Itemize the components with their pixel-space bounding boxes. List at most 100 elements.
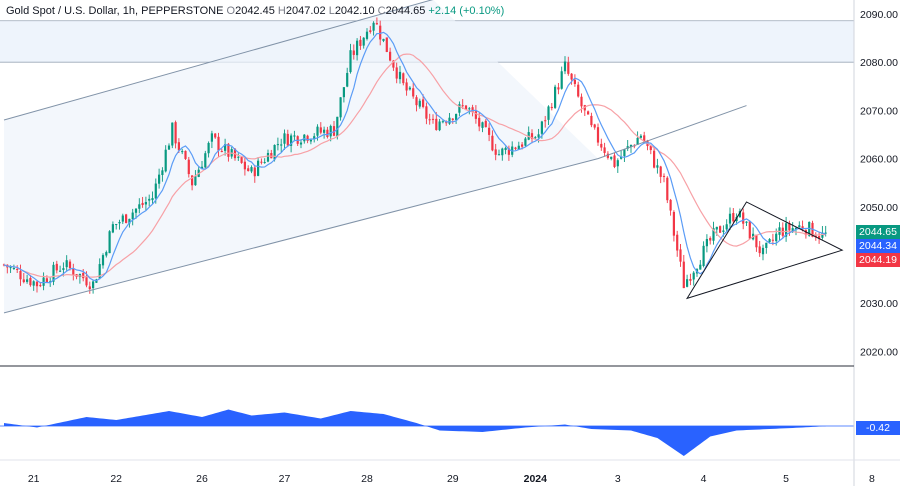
candle bbox=[563, 56, 567, 75]
candle bbox=[412, 82, 415, 99]
candle-body bbox=[184, 150, 187, 159]
close-label: C bbox=[377, 5, 386, 17]
candle-body bbox=[332, 126, 336, 136]
candle-body bbox=[369, 30, 372, 32]
candle bbox=[395, 62, 398, 84]
candle-body bbox=[306, 135, 309, 141]
candle bbox=[418, 98, 421, 109]
candle-body bbox=[362, 37, 365, 46]
candle-body bbox=[801, 226, 804, 230]
candle bbox=[313, 133, 316, 143]
candle bbox=[125, 213, 128, 224]
candle-body bbox=[379, 25, 382, 40]
candle-body bbox=[72, 268, 75, 276]
candle-body bbox=[755, 234, 758, 248]
candle bbox=[352, 44, 355, 60]
candle-body bbox=[290, 135, 293, 146]
candle-body bbox=[22, 279, 25, 283]
x-tick-label: 27 bbox=[279, 473, 291, 485]
candle bbox=[781, 222, 784, 238]
candle-body bbox=[323, 129, 326, 133]
candle bbox=[458, 101, 461, 117]
candle bbox=[35, 281, 39, 293]
candle bbox=[217, 132, 220, 158]
candle bbox=[118, 219, 121, 230]
candle bbox=[260, 158, 263, 165]
candle bbox=[138, 198, 141, 214]
oscillator-pane bbox=[0, 409, 854, 456]
candle bbox=[435, 112, 438, 131]
candle bbox=[530, 129, 534, 144]
candle-body bbox=[438, 121, 441, 131]
candle-body bbox=[194, 176, 197, 186]
candle bbox=[497, 149, 501, 156]
candle-body bbox=[474, 111, 477, 119]
candle-body bbox=[507, 148, 510, 155]
candle-body bbox=[570, 73, 573, 80]
candle bbox=[794, 226, 798, 236]
candle-body bbox=[171, 122, 174, 146]
candle-body bbox=[151, 198, 154, 201]
candle-body bbox=[775, 233, 778, 242]
candle-body bbox=[375, 23, 378, 25]
x-tick-label: 8 bbox=[869, 473, 875, 485]
candle bbox=[567, 56, 570, 76]
candle bbox=[758, 240, 761, 257]
candle-body bbox=[240, 157, 243, 163]
candle-body bbox=[32, 281, 35, 286]
candle bbox=[276, 137, 279, 151]
candle bbox=[547, 105, 550, 125]
candle bbox=[342, 87, 345, 103]
candle bbox=[672, 210, 675, 242]
candle bbox=[798, 221, 801, 228]
candle-body bbox=[719, 226, 722, 233]
candle bbox=[593, 123, 596, 130]
candle bbox=[398, 65, 402, 84]
candle-body bbox=[395, 67, 398, 79]
candle bbox=[101, 253, 105, 269]
candle-body bbox=[389, 51, 392, 61]
close-value: 2044.65 bbox=[385, 5, 426, 17]
candle-body bbox=[283, 133, 286, 144]
candle-body bbox=[339, 97, 342, 118]
candle-body bbox=[263, 162, 266, 164]
candle-body bbox=[382, 38, 385, 41]
candle bbox=[438, 118, 441, 132]
candle-body bbox=[276, 144, 279, 146]
channel-lower-extension bbox=[597, 105, 747, 160]
candle-body bbox=[537, 134, 540, 138]
candle-body bbox=[709, 238, 712, 241]
candle-body bbox=[451, 118, 454, 120]
candle-body bbox=[108, 231, 111, 254]
candle-body bbox=[488, 127, 491, 135]
candle bbox=[626, 140, 629, 152]
y-tick-label: 2090.00 bbox=[860, 9, 898, 21]
candle bbox=[613, 152, 616, 169]
candle-body bbox=[448, 117, 451, 124]
candle bbox=[286, 129, 289, 146]
candle bbox=[42, 272, 45, 291]
candle bbox=[745, 221, 748, 226]
candle bbox=[603, 142, 606, 157]
candle-body bbox=[431, 118, 435, 120]
candle bbox=[210, 130, 213, 149]
candle-body bbox=[425, 106, 428, 119]
x-tick-label: 5 bbox=[783, 473, 789, 485]
candle-body bbox=[412, 88, 415, 97]
candle-body bbox=[686, 279, 689, 287]
change-value: +2.14 (+0.10%) bbox=[428, 5, 505, 17]
y-tick-label: 2020.00 bbox=[860, 346, 898, 358]
candle-body bbox=[636, 137, 639, 145]
candle bbox=[293, 130, 296, 142]
candle bbox=[115, 223, 118, 230]
candle bbox=[158, 168, 161, 189]
candle bbox=[415, 95, 418, 112]
candle-body bbox=[629, 145, 633, 147]
candle-body bbox=[92, 281, 95, 289]
channel-lower-line bbox=[3, 158, 599, 314]
symbol-title[interactable]: Gold Spot / U.S. Dollar, 1h, PEPPERSTONE bbox=[6, 5, 224, 17]
candle-body bbox=[299, 142, 303, 145]
candle-body bbox=[514, 147, 517, 149]
candle-body bbox=[728, 213, 732, 224]
